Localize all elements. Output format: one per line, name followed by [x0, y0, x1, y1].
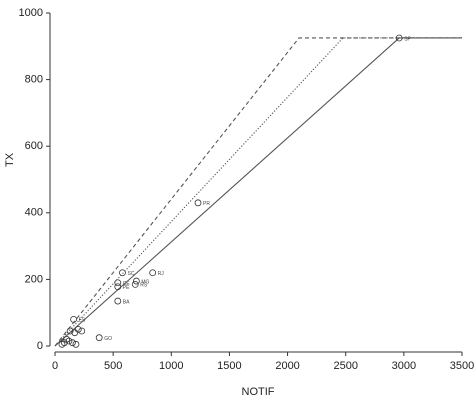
point: [78, 327, 86, 335]
point-label: PE: [123, 285, 130, 291]
point: [60, 339, 68, 347]
point-label: RJ: [158, 271, 165, 277]
point-label: BA: [123, 299, 130, 305]
point: [114, 297, 122, 305]
y-tick-label: 1000: [19, 7, 43, 19]
point: [72, 340, 80, 348]
y-axis-title: TX: [4, 152, 16, 167]
reference-line: [54, 37, 462, 347]
point-label: CE: [123, 281, 131, 287]
point: [66, 327, 74, 335]
point: [395, 34, 403, 42]
x-axis-title: NOTIF: [242, 386, 275, 398]
x-tick-label: 1000: [159, 360, 183, 372]
point: [95, 334, 103, 342]
y-tick-label: 400: [25, 207, 43, 219]
point: [69, 339, 76, 347]
reference-line: [54, 37, 462, 347]
point: [70, 315, 78, 323]
point: [114, 283, 122, 291]
y-tick-label: 200: [25, 273, 43, 285]
y-tick-label: 600: [25, 140, 43, 152]
point-label: ES: [79, 318, 86, 324]
x-tick-label: 0: [52, 360, 58, 372]
point-label: RS: [140, 283, 148, 289]
x-tick-label: 3500: [450, 360, 474, 372]
point: [65, 337, 73, 345]
point: [114, 279, 122, 287]
point: [74, 325, 82, 333]
point-label: PR: [203, 201, 210, 207]
x-tick-label: 3000: [392, 360, 416, 372]
point: [58, 340, 66, 348]
reference-line: [54, 37, 462, 347]
point-label: GO: [104, 336, 112, 342]
x-tick-label: 1500: [217, 360, 241, 372]
point: [131, 280, 139, 288]
point-label: SP: [404, 36, 411, 42]
y-tick-label: 800: [25, 74, 43, 86]
x-tick-label: 2500: [333, 360, 357, 372]
point: [149, 269, 157, 277]
point: [119, 269, 126, 277]
x-tick-label: 500: [104, 360, 122, 372]
y-tick-label: 0: [37, 340, 43, 352]
point-label: SC: [127, 271, 134, 277]
x-tick-label: 2000: [275, 360, 299, 372]
point: [194, 199, 202, 207]
point-label: MG: [141, 279, 149, 285]
point: [132, 277, 140, 285]
